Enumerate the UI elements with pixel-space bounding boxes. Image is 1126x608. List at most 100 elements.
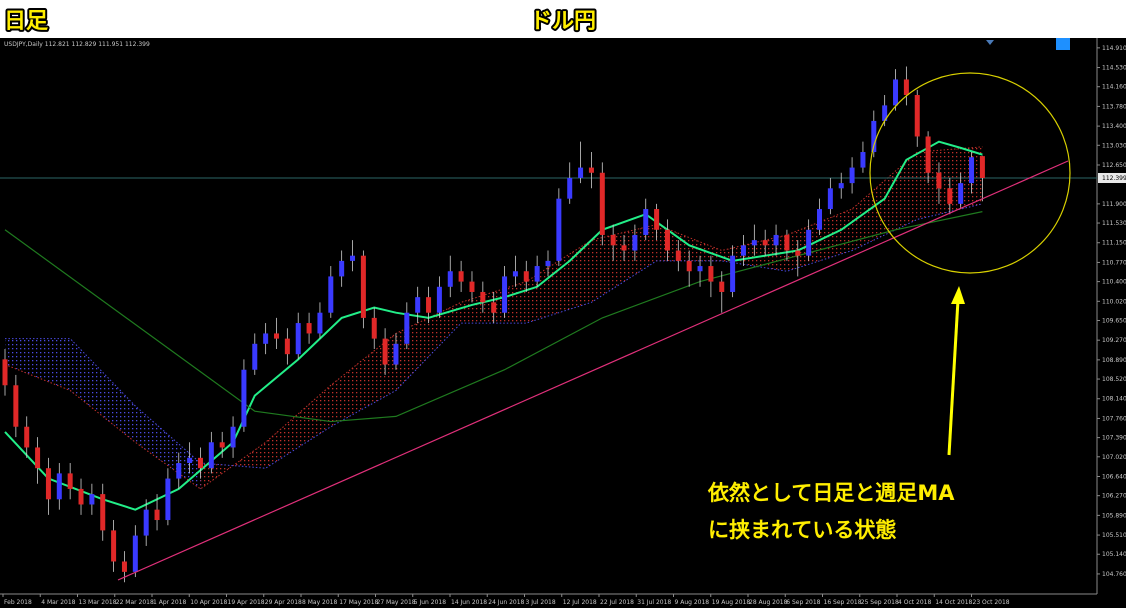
x-tick-label: 1 Apr 2018 bbox=[153, 599, 186, 606]
x-tick-label: 3 Jul 2018 bbox=[526, 599, 556, 606]
candle-body bbox=[578, 167, 584, 178]
y-tick-label: 110.020 bbox=[1102, 298, 1126, 305]
y-tick-label: 109.270 bbox=[1102, 337, 1126, 344]
x-tick-label: 22 Jul 2018 bbox=[600, 599, 634, 606]
candle-body bbox=[762, 240, 768, 246]
timeframe-title: 日足 bbox=[4, 9, 48, 34]
candle-body bbox=[187, 457, 193, 464]
x-tick-label: 19 Aug 2018 bbox=[712, 599, 751, 606]
candle-body bbox=[56, 473, 62, 500]
candle-body bbox=[328, 276, 334, 313]
y-tick-label: 105.890 bbox=[1102, 512, 1126, 519]
x-tick-label: 19 Apr 2018 bbox=[228, 599, 265, 606]
x-tick-label: 14 Oct 2018 bbox=[935, 599, 972, 606]
candle-body bbox=[534, 266, 540, 282]
candle-body bbox=[100, 494, 106, 531]
candle-body bbox=[621, 245, 627, 251]
x-tick-label: 6 Sep 2018 bbox=[786, 599, 820, 606]
candle-body bbox=[404, 312, 410, 344]
candle-body bbox=[827, 188, 833, 210]
candle-body bbox=[882, 105, 888, 121]
candle-body bbox=[121, 561, 127, 572]
candle-body bbox=[219, 442, 225, 448]
shift-marker bbox=[986, 40, 994, 45]
pair-title: ドル円 bbox=[530, 9, 596, 34]
cloud-span bbox=[4, 146, 983, 490]
candle-body bbox=[817, 209, 822, 230]
candle-body bbox=[263, 333, 269, 344]
y-tick-label: 113.400 bbox=[1102, 123, 1126, 130]
y-tick-label: 107.760 bbox=[1102, 415, 1126, 422]
candle-body bbox=[773, 234, 779, 246]
cloud-segment bbox=[330, 333, 396, 427]
candle-body bbox=[447, 271, 453, 287]
candle-body bbox=[393, 343, 399, 365]
candle-body bbox=[274, 333, 279, 339]
cloud-segment bbox=[852, 152, 918, 251]
x-tick-label: 28 Aug 2018 bbox=[749, 599, 788, 606]
candle-body bbox=[860, 152, 866, 168]
chart-icon[interactable] bbox=[1056, 38, 1070, 50]
arrow-shaft bbox=[947, 299, 960, 456]
candle-body bbox=[382, 338, 388, 365]
cloud-segment bbox=[395, 302, 462, 391]
x-tick-label: 27 May 2018 bbox=[377, 599, 416, 606]
candle-body bbox=[360, 255, 366, 318]
candle-body bbox=[339, 260, 345, 277]
candle-body bbox=[469, 281, 475, 292]
candle-body bbox=[925, 136, 931, 173]
x-tick-label: 4 Mar 2018 bbox=[41, 599, 75, 606]
candle-body bbox=[111, 530, 117, 562]
candle-body bbox=[295, 323, 301, 355]
y-tick-label: 114.530 bbox=[1102, 65, 1126, 72]
candle-body bbox=[306, 323, 312, 334]
y-tick-label: 114.160 bbox=[1102, 84, 1126, 91]
x-tick-label: 17 May 2018 bbox=[339, 599, 378, 606]
candle-body bbox=[632, 234, 638, 251]
y-tick-label: 112.650 bbox=[1102, 162, 1126, 169]
ohlc-close: 112.399 bbox=[125, 41, 150, 48]
y-tick-label: 108.140 bbox=[1102, 396, 1126, 403]
candle-body bbox=[610, 234, 616, 246]
cloud-segment bbox=[265, 385, 331, 469]
candle-body bbox=[654, 209, 660, 230]
cloud-segment bbox=[135, 406, 201, 489]
candle-body bbox=[458, 271, 464, 282]
candle-body bbox=[849, 167, 855, 184]
candle-body bbox=[24, 426, 30, 448]
candle-body bbox=[958, 183, 964, 204]
y-tick-label: 105.140 bbox=[1102, 551, 1126, 558]
candle-body bbox=[730, 255, 736, 292]
candle-body bbox=[284, 338, 290, 355]
current-price-box bbox=[1098, 172, 1126, 183]
x-tick-label: 22 Mar 2018 bbox=[116, 599, 154, 606]
ohlc-open: 112.821 bbox=[45, 41, 70, 48]
x-tick-label: 12 Jul 2018 bbox=[563, 599, 597, 606]
ohlc-low: 111.951 bbox=[98, 41, 123, 48]
y-tick-label: 111.150 bbox=[1102, 240, 1126, 247]
current-price-label: 112.399 bbox=[1102, 175, 1126, 182]
candle-body bbox=[45, 468, 51, 500]
y-tick-label: 111.530 bbox=[1102, 220, 1126, 227]
candle-body bbox=[947, 188, 953, 204]
candle-body bbox=[132, 535, 138, 572]
candle-body bbox=[893, 79, 899, 106]
annotation-line-2: に挟まれている状態 bbox=[708, 518, 896, 542]
candle-body bbox=[35, 447, 41, 469]
candle-body bbox=[2, 359, 8, 386]
x-tick-label: 8 May 2018 bbox=[302, 599, 337, 606]
candle-body bbox=[67, 473, 73, 489]
candle-body bbox=[719, 281, 725, 292]
candle-body bbox=[350, 255, 356, 261]
candle-body bbox=[176, 463, 182, 479]
x-tick-label: 31 Jul 2018 bbox=[637, 599, 671, 606]
ohlc-high: 112.829 bbox=[72, 41, 97, 48]
candle-body bbox=[165, 478, 171, 521]
candle-body bbox=[317, 312, 323, 334]
cloud-segment bbox=[200, 442, 266, 489]
y-tick-label: 108.520 bbox=[1102, 376, 1126, 383]
candle-body bbox=[795, 250, 801, 256]
candle-body bbox=[697, 266, 703, 272]
candle-body bbox=[936, 172, 942, 189]
